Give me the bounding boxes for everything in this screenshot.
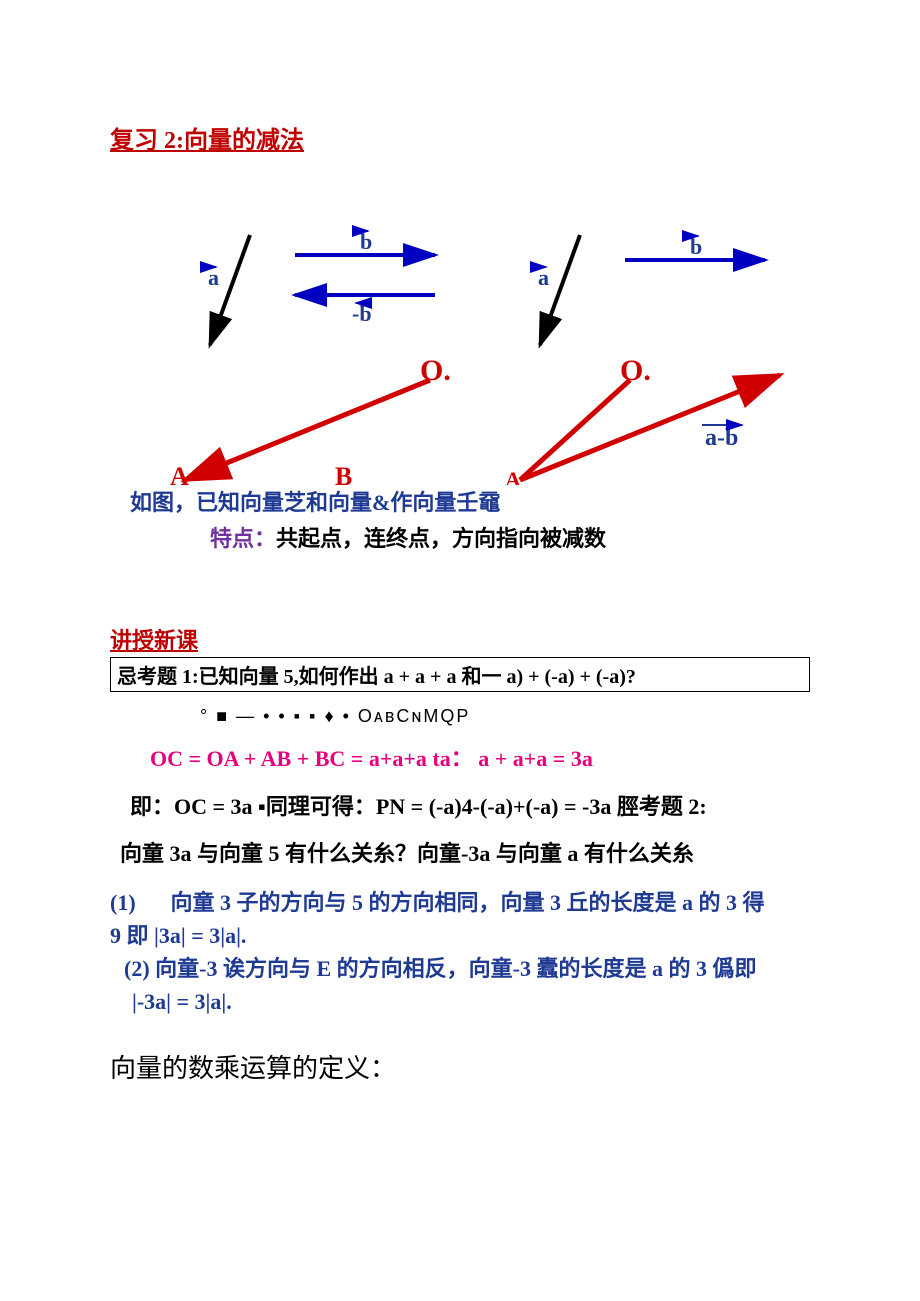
answer-1-num: (1) bbox=[110, 886, 165, 919]
question-1-box: 忌考题 1:已知向量 5,如何作出 a + a + a 和一 a) + (-a)… bbox=[110, 657, 810, 692]
equation-2: 即：OC = 3a ▪同理可得：PN = (-a)4-(-a)+(-a) = -… bbox=[130, 789, 810, 821]
feature-label: 特点： bbox=[210, 526, 276, 551]
svg-text:b: b bbox=[690, 234, 702, 259]
svg-text:a: a bbox=[538, 265, 549, 290]
feature-text: 共起点，连终点，方向指向被减数 bbox=[276, 526, 606, 551]
review-title: 复习 2:向量的减法 bbox=[110, 120, 810, 155]
symbol-line: ° ■ — • • ▪ ▪ ♦ • OᴀʙCɴMQP bbox=[200, 706, 810, 727]
answer-1: (1) 向童 3 子的方向与 5 的方向相同，向量 3 丘的长度是 a 的 3 … bbox=[110, 886, 810, 919]
svg-text:b: b bbox=[360, 229, 372, 254]
diagram-caption: 如图，已知向量芝和向量&作向量壬黿 bbox=[130, 485, 810, 517]
diagram-svg: a b -b O. A B a b O. bbox=[110, 205, 810, 485]
answer-1-cont: 9 即 |3a| = 3|a|. bbox=[110, 919, 810, 952]
document-page: 复习 2:向量的减法 a b bbox=[0, 0, 920, 1145]
answer-2: (2) 向童-3 诶方向与 E 的方向相反，向童‑3 蠹的长度是 a 的 3 僞… bbox=[124, 952, 810, 985]
svg-text:A: A bbox=[170, 462, 189, 485]
svg-text:A: A bbox=[505, 467, 521, 485]
svg-text:a-b: a-b bbox=[705, 425, 738, 451]
feature-line: 特点：共起点，连终点，方向指向被减数 bbox=[210, 521, 810, 553]
svg-text:B: B bbox=[335, 462, 352, 485]
answer-2-eq: |-3a| = 3|a|. bbox=[132, 985, 810, 1018]
new-lesson-heading: 讲授新课 bbox=[110, 623, 810, 655]
answer-1-text: 向童 3 子的方向与 5 的方向相同，向量 3 丘的长度是 a 的 3 得 bbox=[171, 890, 765, 915]
question-2-text: 向童 3a 与向童 5 有什么关糸？向童-3a 与向童 a 有什么关糸 bbox=[120, 837, 810, 870]
definition-title: 向量的数乘运算的定义： bbox=[110, 1048, 810, 1085]
svg-text:a: a bbox=[208, 265, 219, 290]
svg-text:-b: -b bbox=[352, 301, 372, 326]
vector-diagram: a b -b O. A B a b O. bbox=[110, 205, 810, 485]
equation-1: OC = OA + AB + BC = a+a+a ta： a + a+a = … bbox=[150, 741, 810, 773]
